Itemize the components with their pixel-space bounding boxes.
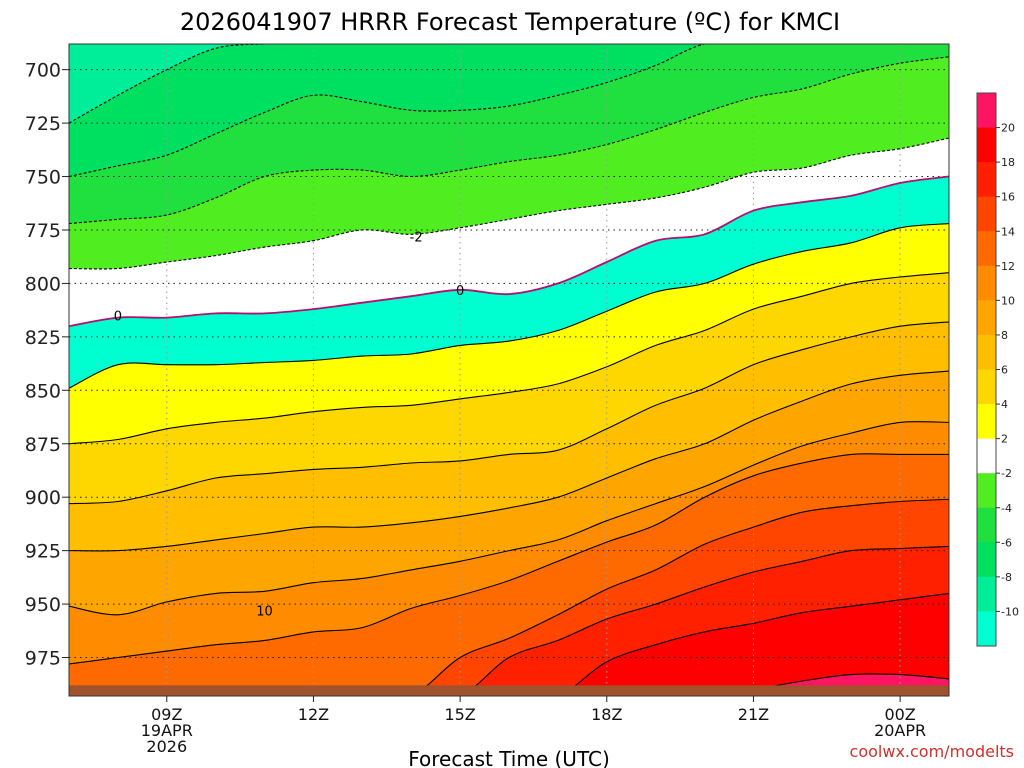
x-tick-label: 2026: [146, 737, 187, 756]
x-axis-label: Forecast Time (UTC): [408, 747, 610, 768]
isotherm-4: [69, 272, 949, 445]
colorbar-tick-label: -10: [1001, 605, 1019, 618]
y-tick-label: 900: [25, 487, 61, 509]
isotherm-14: [69, 498, 949, 696]
y-tick-label: 725: [25, 113, 61, 135]
x-tick-label: 20APR: [874, 721, 926, 740]
colorbar-tick-label: 20: [1001, 122, 1015, 135]
colorbar-swatch: [977, 162, 996, 198]
colorbar-tick-label: -2: [1001, 467, 1012, 480]
isotherm-16: [69, 545, 949, 696]
colorbar-swatch: [977, 404, 996, 440]
contour-labels: 0 -2 0 10: [114, 230, 465, 619]
colorbar-tick-label: 10: [1001, 294, 1015, 307]
contour-label: 0: [114, 309, 122, 324]
colorbar-tick-label: 12: [1001, 260, 1015, 273]
colorbar-tick-label: -4: [1001, 502, 1012, 515]
y-tick-label: 875: [25, 434, 61, 456]
y-tick-label: 700: [25, 60, 61, 82]
colorbar-swatch: [977, 93, 996, 129]
colorbar-swatch: [977, 196, 996, 232]
isotherm-6: [69, 321, 949, 505]
colorbar-swatch: [977, 611, 996, 647]
isotherm-contours: [69, 44, 949, 696]
contour-label: 0: [456, 284, 464, 299]
isotherm--2: [69, 137, 949, 270]
isotherm--6: [69, 44, 949, 178]
fill-band-above-18: [69, 593, 949, 696]
colorbar-tick-label: 16: [1001, 191, 1015, 204]
colorbar-swatch: [977, 369, 996, 405]
colorbar-swatch: [977, 438, 996, 474]
y-tick-label: 850: [25, 380, 61, 402]
credit-label: coolwx.com/modelts: [850, 742, 1014, 761]
colorbar-tick-label: 14: [1001, 225, 1015, 238]
colorbar-swatch: [977, 127, 996, 163]
contour-label: 10: [256, 604, 273, 619]
isotherm-0: [69, 175, 949, 328]
y-axis: 700 725 750 775 800 825 850 875 900 925 950 975: [25, 60, 69, 670]
colorbar-tick-label: 18: [1001, 156, 1015, 169]
colorbar-swatch: [977, 300, 996, 336]
contour-label: -2: [410, 230, 423, 245]
colorbar-tick-label: 8: [1001, 329, 1008, 342]
isotherm-2: [69, 223, 949, 389]
plot-frame: [68, 43, 950, 697]
colorbar-swatch: [977, 542, 996, 578]
y-tick-label: 800: [25, 273, 61, 295]
x-tick-label: 19APR: [141, 721, 193, 740]
chart-title: 2026041907 HRRR Forecast Temperature (ºC…: [180, 8, 840, 36]
colorbar-swatch: [977, 265, 996, 301]
x-tick-label: 18Z: [591, 705, 622, 724]
x-tick-label: 15Z: [444, 705, 475, 724]
y-tick-label: 950: [25, 594, 61, 616]
x-tick-label: 09Z: [151, 705, 182, 724]
colorbar-swatch: [977, 334, 996, 370]
y-tick-label: 775: [25, 220, 61, 242]
x-tick-label: 21Z: [738, 705, 769, 724]
y-tick-label: 825: [25, 327, 61, 349]
colorbar-swatch: [977, 576, 996, 612]
isotherm-12: [69, 453, 949, 665]
y-tick-label: 975: [25, 648, 61, 670]
isotherm--4: [69, 56, 949, 225]
isotherm-8: [69, 370, 949, 552]
colorbar-legend: -10 -8 -6 -4 -2 2 4 6 8 10 12 14 16 18 20: [976, 92, 1019, 647]
colorbar-tick-label: 4: [1001, 398, 1008, 411]
y-tick-label: 750: [25, 167, 61, 189]
x-tick-label: 00Z: [884, 705, 915, 724]
temperature-fill-layer: [69, 44, 949, 696]
colorbar-tick-label: -8: [1001, 571, 1012, 584]
isotherm-18: [69, 592, 949, 696]
ground-surface-band: [69, 685, 949, 696]
isotherm-10: [69, 421, 949, 616]
y-tick-label: 925: [25, 541, 61, 563]
colorbar-tick-label: -6: [1001, 536, 1012, 549]
isotherm-20: [69, 673, 949, 696]
x-tick-label: 12Z: [298, 705, 329, 724]
colorbar-swatch: [977, 231, 996, 267]
colorbar-tick-label: 6: [1001, 364, 1008, 377]
colorbar-swatch: [977, 473, 996, 509]
plot-area: 0 -2 0 10: [68, 43, 950, 697]
colorbar-swatch: [977, 507, 996, 543]
colorbar-tick-label: 2: [1001, 433, 1008, 446]
